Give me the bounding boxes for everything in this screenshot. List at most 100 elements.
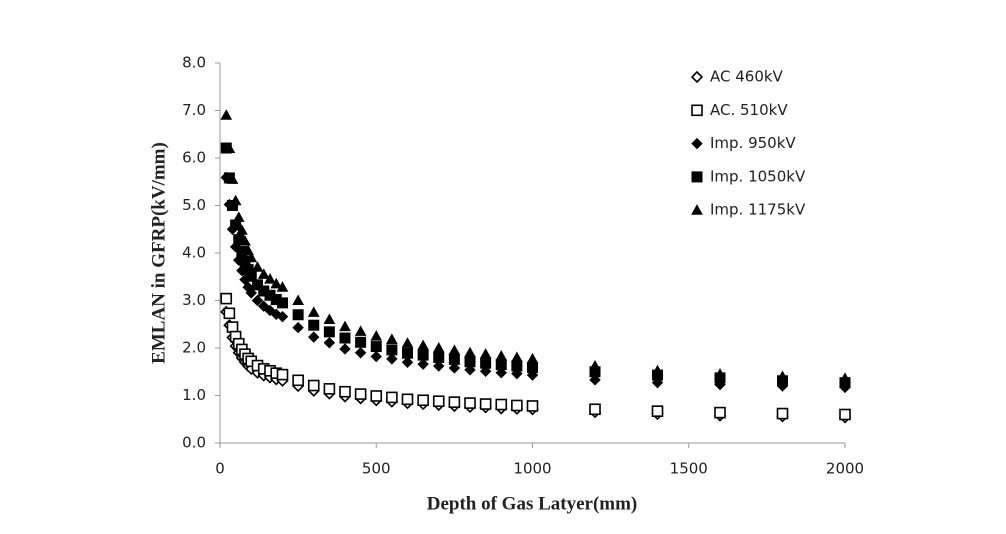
data-point <box>511 351 523 362</box>
data-point <box>433 360 445 372</box>
legend-marker <box>691 104 703 117</box>
data-point <box>245 270 257 282</box>
data-point <box>223 142 236 153</box>
data-point <box>223 307 236 320</box>
data-point <box>479 398 492 410</box>
data-point <box>386 344 398 356</box>
data-point <box>479 365 492 377</box>
data-point <box>339 320 351 332</box>
data-point <box>339 385 351 398</box>
data-point <box>776 407 789 420</box>
data-point <box>236 224 248 235</box>
data-point <box>589 403 601 416</box>
data-point <box>386 391 398 404</box>
data-point <box>480 357 492 369</box>
legend-marker <box>691 204 703 215</box>
data-point <box>323 326 335 338</box>
data-point <box>264 273 276 284</box>
data-point <box>401 337 414 348</box>
data-point <box>323 313 336 324</box>
legend-marker <box>691 137 703 150</box>
data-point <box>370 341 382 353</box>
data-point <box>339 343 351 355</box>
data-point <box>386 333 398 344</box>
data-point <box>401 356 414 368</box>
data-point <box>242 244 254 256</box>
x-tick-label: 1000 <box>513 460 551 478</box>
y-tick-label: 4.0 <box>182 244 206 262</box>
data-point <box>292 294 304 305</box>
y-tick-label: 6.0 <box>182 149 206 167</box>
x-tick-label: 500 <box>362 460 391 478</box>
data-point <box>417 349 429 361</box>
data-point <box>307 379 320 392</box>
data-point <box>339 332 351 344</box>
data-point <box>526 352 539 364</box>
data-point <box>464 364 476 376</box>
data-point <box>323 337 336 349</box>
data-point <box>323 383 336 395</box>
data-point <box>354 325 367 336</box>
data-point <box>511 399 523 412</box>
data-point <box>417 339 429 351</box>
legend-label: AC. 510kV <box>710 101 788 119</box>
data-point <box>417 394 429 407</box>
legend-marker <box>691 171 703 183</box>
data-point <box>292 309 304 321</box>
data-point <box>386 353 398 365</box>
data-point <box>308 319 320 331</box>
data-point <box>495 350 508 361</box>
data-point <box>292 374 304 387</box>
data-point <box>776 370 789 381</box>
data-point <box>276 368 289 381</box>
data-point <box>292 321 304 334</box>
data-point <box>448 353 460 365</box>
data-point <box>308 331 320 343</box>
data-point <box>433 352 445 363</box>
data-point <box>276 281 289 292</box>
y-tick-label: 1.0 <box>182 386 206 404</box>
data-point <box>511 360 523 372</box>
data-point <box>448 362 461 374</box>
data-point <box>354 347 367 359</box>
data-point <box>370 350 382 363</box>
data-point <box>251 261 264 272</box>
data-point <box>589 360 601 371</box>
x-tick-label: 2000 <box>826 460 864 478</box>
data-point <box>526 400 539 412</box>
data-point <box>479 348 492 359</box>
data-point <box>839 408 851 421</box>
data-point <box>220 292 233 305</box>
data-point <box>370 390 383 402</box>
data-point <box>464 346 476 358</box>
data-point <box>448 344 461 355</box>
data-point <box>417 358 429 370</box>
data-point <box>464 356 476 368</box>
data-point <box>370 330 383 341</box>
data-point <box>401 393 414 406</box>
x-axis-title: Depth of Gas Latyer(mm) <box>427 493 638 514</box>
legend-label: AC 460kV <box>710 68 784 86</box>
data-point <box>432 341 445 353</box>
data-point <box>277 297 288 309</box>
legend-label: Imp. 1175kV <box>710 201 806 219</box>
legend-marker <box>690 70 704 84</box>
data-point <box>220 109 233 120</box>
data-point <box>464 397 476 409</box>
data-point <box>432 395 445 408</box>
data-point <box>714 406 726 419</box>
y-tick-label: 5.0 <box>182 196 206 214</box>
y-tick-label: 0.0 <box>182 434 206 452</box>
data-point <box>251 294 264 307</box>
data-point <box>245 287 257 299</box>
data-point <box>448 396 461 408</box>
data-point <box>229 194 242 206</box>
data-point <box>307 306 320 317</box>
data-point <box>226 173 239 184</box>
data-point <box>252 279 263 291</box>
x-tick-label: 0 <box>215 460 225 478</box>
data-point <box>257 268 270 279</box>
data-point <box>402 347 413 359</box>
y-axis-title: EMLAN in GFRP(kV/mm) <box>148 142 169 364</box>
data-point <box>589 374 601 386</box>
